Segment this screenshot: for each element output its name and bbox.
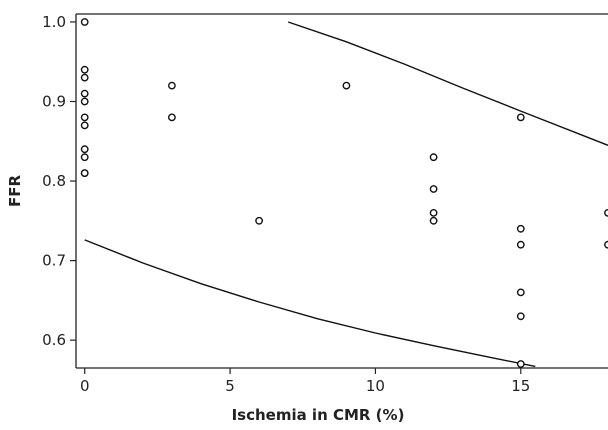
fit-curve xyxy=(287,21,608,146)
data-point xyxy=(80,73,89,82)
x-tick-label: 5 xyxy=(225,377,235,395)
data-point xyxy=(255,216,264,225)
data-point xyxy=(516,360,525,368)
data-point xyxy=(80,145,89,154)
x-tick-label: 15 xyxy=(511,377,530,395)
data-point xyxy=(429,153,438,162)
data-point xyxy=(80,65,89,74)
fit-curve xyxy=(84,239,536,368)
data-point xyxy=(80,153,89,162)
data-point xyxy=(429,185,438,193)
axes xyxy=(70,13,608,374)
data-point xyxy=(516,312,525,321)
y-tick-label: 0.8 xyxy=(42,172,66,190)
y-tick-label: 0.7 xyxy=(42,252,66,270)
fit-curves xyxy=(84,21,608,368)
data-point xyxy=(80,97,89,106)
y-tick-label: 0.6 xyxy=(42,331,66,349)
y-tick-label: 0.9 xyxy=(42,93,66,111)
data-points xyxy=(80,18,608,368)
data-point xyxy=(167,113,176,122)
data-point xyxy=(80,121,89,130)
data-point xyxy=(429,216,438,225)
data-point xyxy=(516,288,525,297)
data-point xyxy=(167,81,176,90)
data-point xyxy=(429,208,438,217)
data-point xyxy=(516,224,525,233)
y-axis-title: FFR xyxy=(6,175,24,207)
y-tick-label: 1.0 xyxy=(42,13,66,31)
data-point xyxy=(516,113,525,122)
data-point xyxy=(342,81,351,90)
x-tick-label: 0 xyxy=(80,377,90,395)
data-point xyxy=(80,89,89,98)
data-point xyxy=(80,169,89,178)
tick-labels: 0.6 0.7 0.8 0.9 1.0 0 5 10 15 xyxy=(42,13,530,395)
data-point xyxy=(516,240,525,249)
x-axis-title: Ischemia in CMR (%) xyxy=(232,406,405,424)
data-point xyxy=(80,113,89,122)
data-point xyxy=(80,18,89,26)
x-tick-label: 10 xyxy=(366,377,385,395)
